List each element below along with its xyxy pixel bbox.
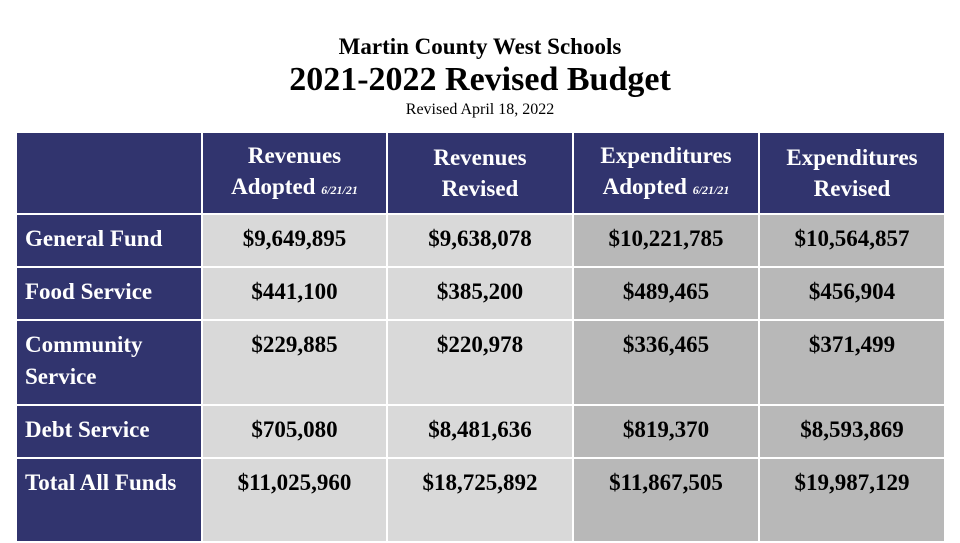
header-corner — [15, 131, 203, 215]
cell-revenues-adopted: $11,025,960 — [201, 457, 388, 543]
row-label: Debt Service — [15, 404, 203, 459]
cell-expenditures-revised: $10,564,857 — [758, 213, 946, 268]
budget-table: Revenues Adopted 6/21/21 Revenues Revise… — [15, 131, 946, 543]
header-line2: Adopted — [602, 174, 687, 199]
table-row-total-all-funds: Total All Funds $11,025,960 $18,725,892 … — [15, 457, 946, 543]
header-line2: Revised — [441, 176, 519, 201]
cell-expenditures-adopted: $489,465 — [572, 266, 760, 321]
table-row-debt-service: Debt Service $705,080 $8,481,636 $819,37… — [15, 404, 946, 459]
cell-expenditures-adopted: $11,867,505 — [572, 457, 760, 543]
title-block: Martin County West Schools 2021-2022 Rev… — [0, 33, 960, 120]
cell-expenditures-adopted: $819,370 — [572, 404, 760, 459]
header-line2: Revised — [813, 176, 891, 201]
table-row-general-fund: General Fund $9,649,895 $9,638,078 $10,2… — [15, 213, 946, 268]
header-line1: Expenditures — [786, 145, 918, 170]
cell-revenues-revised: $8,481,636 — [386, 404, 574, 459]
cell-revenues-revised: $18,725,892 — [386, 457, 574, 543]
header-expenditures-revised: Expenditures Revised — [758, 131, 946, 215]
cell-expenditures-revised: $456,904 — [758, 266, 946, 321]
row-label: Community Service — [15, 319, 203, 406]
organization-name: Martin County West Schools — [338, 34, 622, 59]
header-date-note: 6/21/21 — [321, 183, 358, 197]
table-header-row: Revenues Adopted 6/21/21 Revenues Revise… — [15, 131, 946, 215]
cell-expenditures-revised: $8,593,869 — [758, 404, 946, 459]
revision-date: Revised April 18, 2022 — [405, 101, 555, 118]
cell-revenues-adopted: $9,649,895 — [201, 213, 388, 268]
cell-expenditures-adopted: $336,465 — [572, 319, 760, 406]
row-label: General Fund — [15, 213, 203, 268]
header-expenditures-adopted: Expenditures Adopted 6/21/21 — [572, 131, 760, 215]
cell-expenditures-adopted: $10,221,785 — [572, 213, 760, 268]
cell-expenditures-revised: $19,987,129 — [758, 457, 946, 543]
cell-revenues-adopted: $705,080 — [201, 404, 388, 459]
cell-revenues-adopted: $229,885 — [201, 319, 388, 406]
row-label: Food Service — [15, 266, 203, 321]
header-revenues-revised: Revenues Revised — [386, 131, 574, 215]
table-row-food-service: Food Service $441,100 $385,200 $489,465 … — [15, 266, 946, 321]
header-line1: Revenues — [433, 145, 527, 170]
cell-revenues-revised: $9,638,078 — [386, 213, 574, 268]
header-revenues-adopted: Revenues Adopted 6/21/21 — [201, 131, 388, 215]
row-label: Total All Funds — [15, 457, 203, 543]
header-date-note: 6/21/21 — [692, 183, 730, 197]
cell-revenues-adopted: $441,100 — [201, 266, 388, 321]
header-line1: Expenditures — [600, 143, 732, 168]
cell-revenues-revised: $220,978 — [386, 319, 574, 406]
page-title: 2021-2022 Revised Budget — [289, 61, 671, 98]
header-line1: Revenues — [247, 143, 342, 168]
cell-revenues-revised: $385,200 — [386, 266, 574, 321]
header-line2: Adopted — [231, 174, 316, 199]
cell-expenditures-revised: $371,499 — [758, 319, 946, 406]
table-row-community-service: Community Service $229,885 $220,978 $336… — [15, 319, 946, 406]
